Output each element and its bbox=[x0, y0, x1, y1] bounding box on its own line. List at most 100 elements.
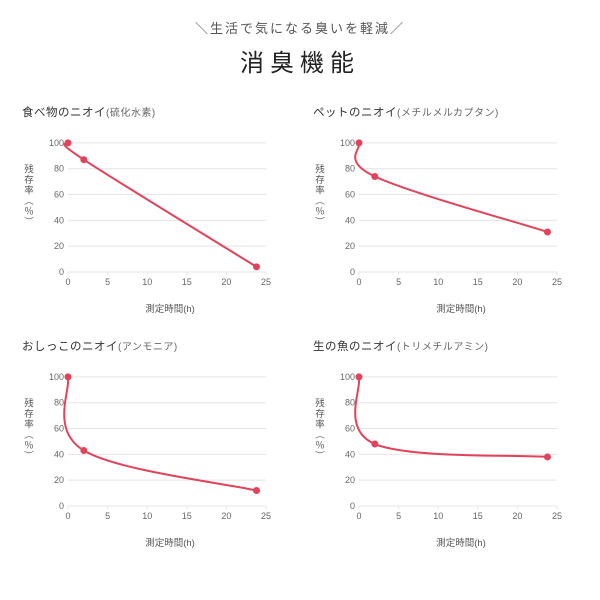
panel-title-main: おしっこのニオイ bbox=[22, 341, 118, 353]
y-axis-label: 残存率（％） bbox=[311, 164, 325, 227]
line-chart: 0 20 40 60 80 100 0 5 10 15 20 25 bbox=[329, 358, 563, 530]
x-tick-label: 15 bbox=[182, 511, 192, 521]
x-axis-label: 測定時間(h) bbox=[313, 301, 563, 315]
panel-title-main: 食べ物のニオイ bbox=[22, 107, 106, 119]
page-title: 消臭機能 bbox=[22, 43, 578, 78]
data-line bbox=[64, 143, 256, 267]
plot-wrap: 残存率（％） 0 20 40 60 80 100 0 5 10 15 20 25 測定時間(h) bbox=[313, 124, 563, 314]
panel-title: おしっこのニオイ(アンモニア) bbox=[22, 338, 287, 354]
x-tick-label: 0 bbox=[65, 511, 70, 521]
y-axis-label: 残存率（％） bbox=[311, 398, 325, 461]
x-tick-label: 10 bbox=[142, 277, 152, 287]
x-tick-label: 25 bbox=[261, 277, 271, 287]
y-tick-label: 80 bbox=[345, 398, 355, 408]
data-marker bbox=[356, 139, 363, 146]
chart-panel: ペットのニオイ(メチルメルカプタン) 残存率（％） 0 20 40 60 80 100 0 5 10… bbox=[313, 104, 578, 314]
x-tick-label: 0 bbox=[356, 277, 361, 287]
data-marker bbox=[253, 487, 260, 494]
panel-title-main: 生の魚のニオイ bbox=[313, 341, 397, 353]
line-chart: 0 20 40 60 80 100 0 5 10 15 20 25 bbox=[38, 358, 272, 530]
panel-title: 生の魚のニオイ(トリメチルアミン) bbox=[313, 338, 578, 354]
x-tick-label: 25 bbox=[552, 511, 562, 521]
y-tick-label: 60 bbox=[345, 424, 355, 434]
plot-wrap: 残存率（％） 0 20 40 60 80 100 0 5 10 15 20 25 測定時間(h) bbox=[22, 124, 272, 314]
panel-title-sub: (メチルメルカプタン) bbox=[397, 108, 499, 119]
data-marker bbox=[65, 373, 72, 380]
chart-panel: 食べ物のニオイ(硫化水素) 残存率（％） 0 20 40 60 80 100 0 5 10 15 20 2… bbox=[22, 104, 287, 314]
data-marker bbox=[371, 173, 378, 180]
data-line bbox=[64, 377, 256, 491]
y-tick-label: 100 bbox=[340, 372, 355, 382]
y-tick-label: 80 bbox=[54, 398, 64, 408]
data-line bbox=[355, 377, 547, 457]
y-tick-label: 0 bbox=[350, 501, 355, 511]
plot-wrap: 残存率（％） 0 20 40 60 80 100 0 5 10 15 20 25 測定時間(h) bbox=[313, 358, 563, 548]
y-tick-label: 80 bbox=[345, 164, 355, 174]
y-axis-label: 残存率（％） bbox=[20, 164, 34, 227]
y-tick-label: 20 bbox=[54, 475, 64, 485]
x-tick-label: 5 bbox=[396, 511, 401, 521]
y-tick-label: 100 bbox=[49, 372, 64, 382]
y-tick-label: 0 bbox=[59, 501, 64, 511]
y-tick-label: 100 bbox=[340, 138, 355, 148]
panel-title: ペットのニオイ(メチルメルカプタン) bbox=[313, 104, 578, 120]
y-tick-label: 60 bbox=[54, 190, 64, 200]
x-tick-label: 15 bbox=[182, 277, 192, 287]
chart-panel: おしっこのニオイ(アンモニア) 残存率（％） 0 20 40 60 80 100 0 5 10 15 2… bbox=[22, 338, 287, 548]
x-axis-label: 測定時間(h) bbox=[22, 301, 272, 315]
y-tick-label: 60 bbox=[54, 424, 64, 434]
x-axis-label: 測定時間(h) bbox=[313, 535, 563, 549]
x-tick-label: 0 bbox=[356, 511, 361, 521]
plot-wrap: 残存率（％） 0 20 40 60 80 100 0 5 10 15 20 25 測定時間(h) bbox=[22, 358, 272, 548]
x-tick-label: 15 bbox=[473, 277, 483, 287]
x-tick-label: 15 bbox=[473, 511, 483, 521]
x-tick-label: 5 bbox=[396, 277, 401, 287]
x-tick-label: 20 bbox=[221, 277, 231, 287]
x-tick-label: 10 bbox=[433, 511, 443, 521]
page-subtitle: ＼生活で気になる臭いを軽減／ bbox=[22, 18, 578, 37]
chart-grid: 食べ物のニオイ(硫化水素)残存率（％）020406080100051015202… bbox=[22, 104, 578, 548]
panel-title-main: ペットのニオイ bbox=[313, 107, 397, 119]
x-tick-label: 25 bbox=[261, 511, 271, 521]
chart-panel: 生の魚のニオイ(トリメチルアミン) 残存率（％） 0 20 40 60 80 100 0 5 10 1… bbox=[313, 338, 578, 548]
y-tick-label: 100 bbox=[49, 138, 64, 148]
x-tick-label: 5 bbox=[105, 277, 110, 287]
data-marker bbox=[80, 156, 87, 163]
x-tick-label: 25 bbox=[552, 277, 562, 287]
panel-title-sub: (アンモニア) bbox=[118, 342, 178, 353]
y-tick-label: 0 bbox=[350, 267, 355, 277]
y-tick-label: 40 bbox=[345, 215, 355, 225]
y-axis-label: 残存率（％） bbox=[20, 398, 34, 461]
data-marker bbox=[65, 139, 72, 146]
x-tick-label: 20 bbox=[512, 511, 522, 521]
y-tick-label: 40 bbox=[54, 215, 64, 225]
panel-title: 食べ物のニオイ(硫化水素) bbox=[22, 104, 287, 120]
x-tick-label: 10 bbox=[433, 277, 443, 287]
y-tick-label: 20 bbox=[54, 241, 64, 251]
panel-title-sub: (硫化水素) bbox=[106, 108, 156, 119]
data-marker bbox=[371, 441, 378, 448]
panel-title-sub: (トリメチルアミン) bbox=[397, 342, 488, 353]
data-marker bbox=[80, 447, 87, 454]
y-tick-label: 80 bbox=[54, 164, 64, 174]
x-tick-label: 10 bbox=[142, 511, 152, 521]
x-tick-label: 20 bbox=[221, 511, 231, 521]
y-tick-label: 40 bbox=[54, 449, 64, 459]
y-tick-label: 40 bbox=[345, 449, 355, 459]
data-marker bbox=[544, 453, 551, 460]
x-tick-label: 0 bbox=[65, 277, 70, 287]
x-tick-label: 5 bbox=[105, 511, 110, 521]
page: ＼生活で気になる臭いを軽減／ 消臭機能 食べ物のニオイ(硫化水素) 残存率（％） 0… bbox=[0, 0, 600, 600]
x-axis-label: 測定時間(h) bbox=[22, 535, 272, 549]
y-tick-label: 20 bbox=[345, 475, 355, 485]
line-chart: 0 20 40 60 80 100 0 5 10 15 20 25 bbox=[329, 124, 563, 296]
y-tick-label: 60 bbox=[345, 190, 355, 200]
line-chart: 0 20 40 60 80 100 0 5 10 15 20 25 bbox=[38, 124, 272, 296]
data-marker bbox=[544, 228, 551, 235]
y-tick-label: 0 bbox=[59, 267, 64, 277]
x-tick-label: 20 bbox=[512, 277, 522, 287]
data-marker bbox=[356, 373, 363, 380]
data-line bbox=[355, 143, 547, 232]
y-tick-label: 20 bbox=[345, 241, 355, 251]
data-marker bbox=[253, 263, 260, 270]
